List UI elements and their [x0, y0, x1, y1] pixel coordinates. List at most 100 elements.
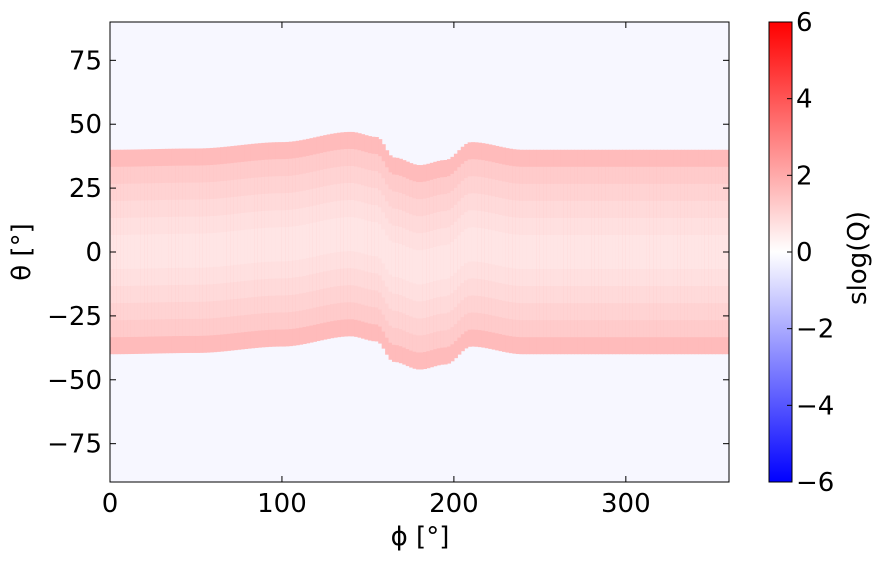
heatmap-cell: [230, 231, 235, 266]
heatmap-cell: [522, 234, 527, 270]
heatmap-cell: [529, 234, 534, 270]
heatmap-cell: [130, 234, 135, 269]
heatmap-cell: [457, 235, 462, 270]
heatmap-cell: [220, 232, 225, 267]
colorbar-tick-label: 4: [796, 85, 813, 115]
heatmap-cell: [158, 234, 163, 269]
heatmap-cell: [618, 234, 623, 270]
heatmap-cell: [711, 234, 716, 270]
heatmap-cell: [698, 234, 703, 270]
heatmap-cell: [512, 234, 517, 269]
heatmap-cell: [250, 229, 256, 264]
heatmap-cell: [508, 233, 513, 268]
heatmap-cell: [357, 218, 362, 253]
heatmap-cell: [209, 233, 214, 268]
heatmap-cell: [367, 221, 372, 256]
heatmap-cell: [189, 233, 194, 268]
heatmap-cell: [391, 242, 397, 277]
heatmap-cell: [632, 234, 637, 270]
heatmap-cell: [440, 245, 445, 280]
heatmap-cell: [288, 226, 293, 261]
heatmap-cell: [361, 219, 366, 254]
heatmap-cell: [570, 234, 575, 270]
heatmap-cell: [161, 234, 166, 269]
heatmap-cell: [395, 243, 400, 278]
heatmap-cell: [567, 234, 572, 270]
x-tick-label: 0: [102, 489, 119, 519]
heatmap-cell: [460, 231, 465, 267]
heatmap-cell: [429, 247, 434, 283]
heatmap-cell: [381, 229, 386, 264]
heatmap-cell: [261, 228, 266, 263]
heatmap-cell: [336, 217, 342, 252]
heatmap-cell: [302, 224, 307, 259]
heatmap-cell: [419, 250, 424, 285]
y-tick-label: −50: [47, 366, 102, 396]
heatmap-cell: [416, 250, 421, 285]
heatmap-cell: [639, 234, 644, 270]
heatmap-cell: [677, 234, 682, 270]
heatmap-cell: [584, 234, 589, 270]
heatmap-cell: [502, 232, 507, 267]
heatmap-cell: [202, 233, 207, 268]
heatmap-cell: [398, 243, 403, 279]
heatmap-cell: [495, 231, 500, 266]
heatmap-cell: [701, 234, 706, 270]
heatmap-cell: [271, 227, 276, 262]
heatmap-cell: [409, 248, 414, 283]
heatmap-cell: [268, 227, 273, 262]
heatmap-cell: [299, 225, 304, 260]
heatmap-cell: [594, 234, 599, 270]
heatmap-cell: [649, 234, 654, 270]
x-axis-label: ϕ [°]: [391, 522, 450, 552]
heatmap-cell: [285, 227, 290, 262]
heatmap-cell: [185, 233, 190, 268]
colorbar-tick-label: 2: [796, 161, 813, 191]
heatmap-cell: [247, 229, 252, 264]
heatmap-cell: [278, 227, 283, 262]
heatmap-cell: [275, 227, 280, 262]
heatmap-cell: [515, 234, 520, 269]
x-axis: 0 100 200 300: [102, 22, 651, 519]
heatmap-cell: [292, 226, 297, 261]
heatmap-cell: [182, 233, 187, 268]
heatmap-cell: [385, 235, 390, 270]
heatmap-cell: [123, 234, 128, 269]
heatmap-cell: [309, 223, 314, 258]
heatmap-cell: [388, 240, 393, 275]
heatmap-cell: [563, 234, 568, 270]
heatmap-cell: [474, 227, 479, 262]
heatmap-cell: [598, 234, 603, 270]
heatmap-cell: [151, 234, 156, 269]
x-tick-label: 200: [429, 489, 479, 519]
heatmap-cell: [550, 234, 555, 270]
heatmap-cell: [543, 234, 548, 270]
y-tick-label: −75: [47, 430, 102, 460]
heatmap-cell: [323, 220, 328, 255]
heatmap-cell: [553, 234, 558, 270]
heatmap-cell: [498, 231, 503, 266]
heatmap-cell: [450, 242, 455, 277]
heatmap-cell: [412, 249, 417, 284]
heatmap-cell: [673, 234, 679, 270]
heatmap-cell: [591, 234, 596, 270]
x-tick-label: 300: [601, 489, 651, 519]
heatmap-cell: [539, 234, 544, 270]
heatmap-cell: [608, 234, 613, 270]
heatmap-cell: [505, 233, 510, 268]
y-tick-label: 0: [85, 238, 102, 268]
heatmap-cell: [708, 234, 713, 270]
heatmap-cell: [581, 234, 586, 270]
heatmap-cell: [436, 246, 441, 281]
heatmap-cell: [670, 234, 675, 270]
colorbar-tick-label: −4: [796, 391, 834, 421]
colorbar-tick-label: −6: [796, 468, 834, 498]
colorbar-tick-label: 0: [796, 238, 813, 268]
heatmap-cell: [140, 234, 145, 269]
heatmap-cell: [687, 234, 692, 270]
heatmap-cell: [326, 219, 331, 254]
heatmap-cell: [199, 233, 204, 268]
heatmap-cell: [281, 227, 286, 262]
y-tick-label: −25: [47, 302, 102, 332]
